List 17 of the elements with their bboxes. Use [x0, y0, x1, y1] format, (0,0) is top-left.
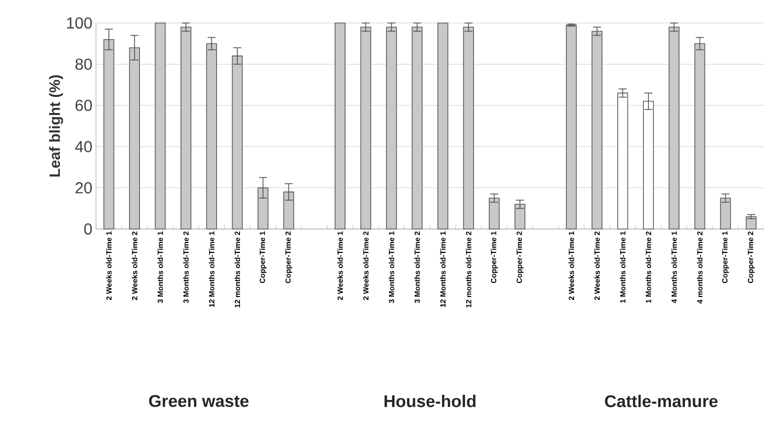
y-tick-label: 0 — [84, 223, 92, 235]
y-tick-label: 100 — [67, 17, 92, 29]
text: Cattle-manure — [604, 394, 718, 408]
text: House-hold — [384, 394, 476, 408]
y-tick-label: 40 — [75, 140, 92, 152]
y-tick-label: 20 — [76, 182, 92, 194]
y-tick-label: 80 — [75, 58, 92, 70]
text: Green waste — [149, 395, 249, 408]
y-tick-label: 60 — [76, 100, 92, 112]
bar — [617, 92, 628, 230]
bar — [283, 192, 294, 230]
bar — [720, 198, 731, 230]
bar — [642, 100, 654, 230]
bar — [514, 204, 526, 230]
y-axis-title: Leaf blight (%) — [49, 75, 64, 176]
bar — [488, 198, 500, 230]
bar — [746, 216, 757, 230]
